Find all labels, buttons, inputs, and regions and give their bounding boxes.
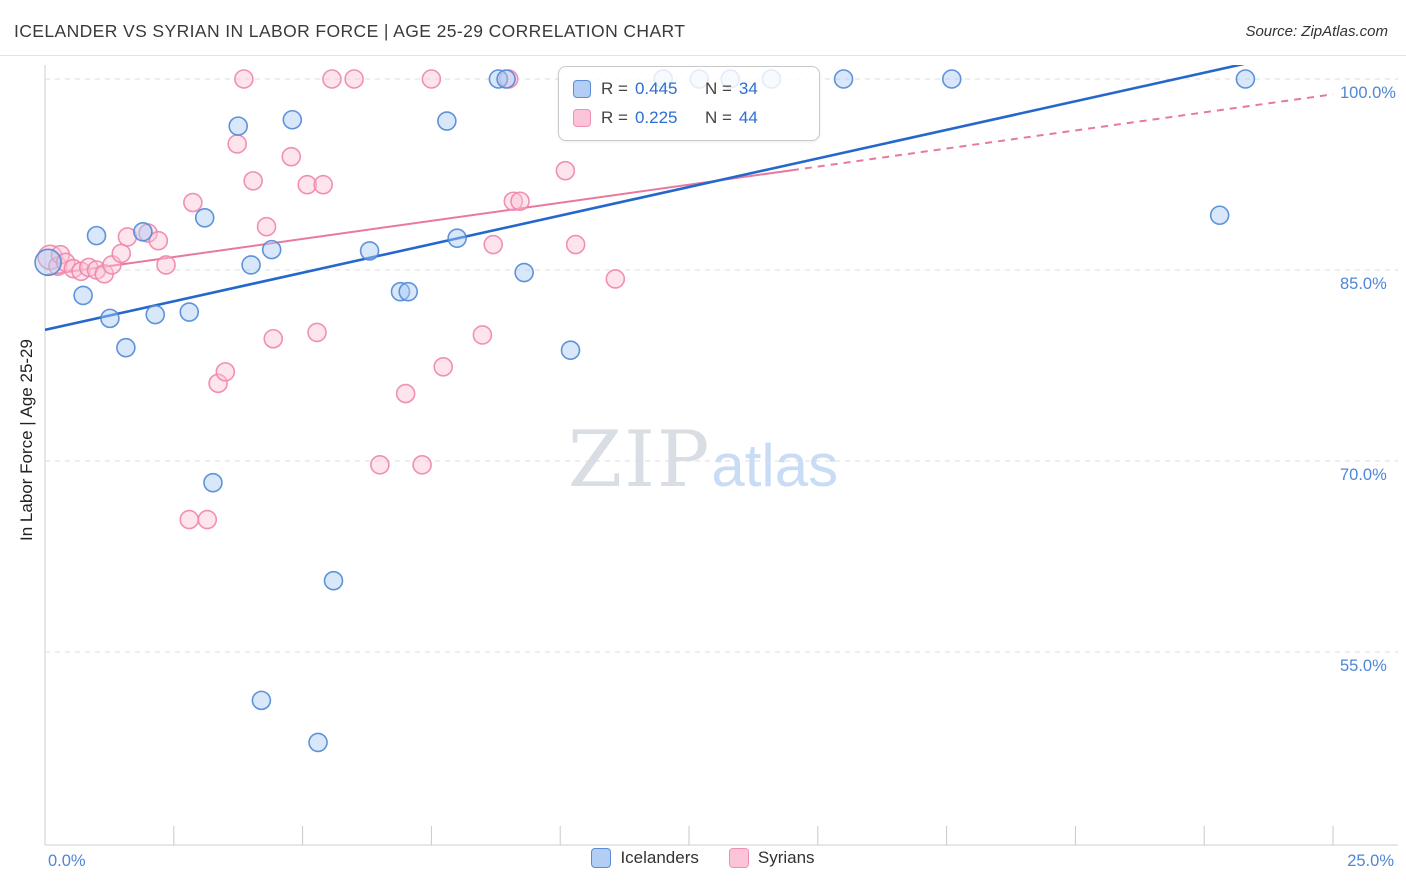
source-label: Source: ZipAtlas.com [1245,23,1388,40]
header: ICELANDER VS SYRIAN IN LABOR FORCE | AGE… [0,0,1406,56]
x-axis-max-label: 25.0% [1347,852,1394,870]
n-value: 34 [738,79,758,98]
r-value: 0.225 [634,108,678,127]
x-axis-min-label: 0.0% [48,852,86,870]
n-label: N = [704,79,732,98]
syrians-swatch-icon [573,109,591,127]
watermark-atlas: atlas [711,432,839,499]
legend-row-icelanders: R = 0.445 N = 34 [573,76,805,102]
legend-label: Icelanders [620,848,699,867]
svg-text:70.0%: 70.0% [1340,466,1387,484]
r-label: R = [601,108,628,127]
chart-title: ICELANDER VS SYRIAN IN LABOR FORCE | AGE… [14,21,686,41]
svg-text:100.0%: 100.0% [1340,84,1396,102]
icelanders-swatch-icon [573,80,591,98]
watermark-zip: ZIP [567,415,712,505]
r-label: R = [601,79,628,98]
n-value: 44 [738,108,758,127]
legend-item-syrians: Syrians [728,848,815,868]
legend-box: R = 0.445 N = 34 R = 0.225 N = 44 [558,66,820,141]
svg-text:85.0%: 85.0% [1340,275,1387,293]
svg-text:55.0%: 55.0% [1340,657,1387,675]
bottom-legend: Icelanders Syrians [0,848,1406,868]
legend-item-icelanders: Icelanders [591,848,699,868]
legend-row-syrians: R = 0.225 N = 44 [573,105,805,131]
legend-label: Syrians [757,848,815,867]
syrians-swatch-icon [728,848,749,868]
y-axis-label: In Labor Force | Age 25-29 [17,339,36,541]
icelanders-swatch-icon [591,848,612,868]
watermark: ZIPatlas [568,415,838,505]
n-label: N = [704,108,732,127]
r-value: 0.445 [634,79,678,98]
